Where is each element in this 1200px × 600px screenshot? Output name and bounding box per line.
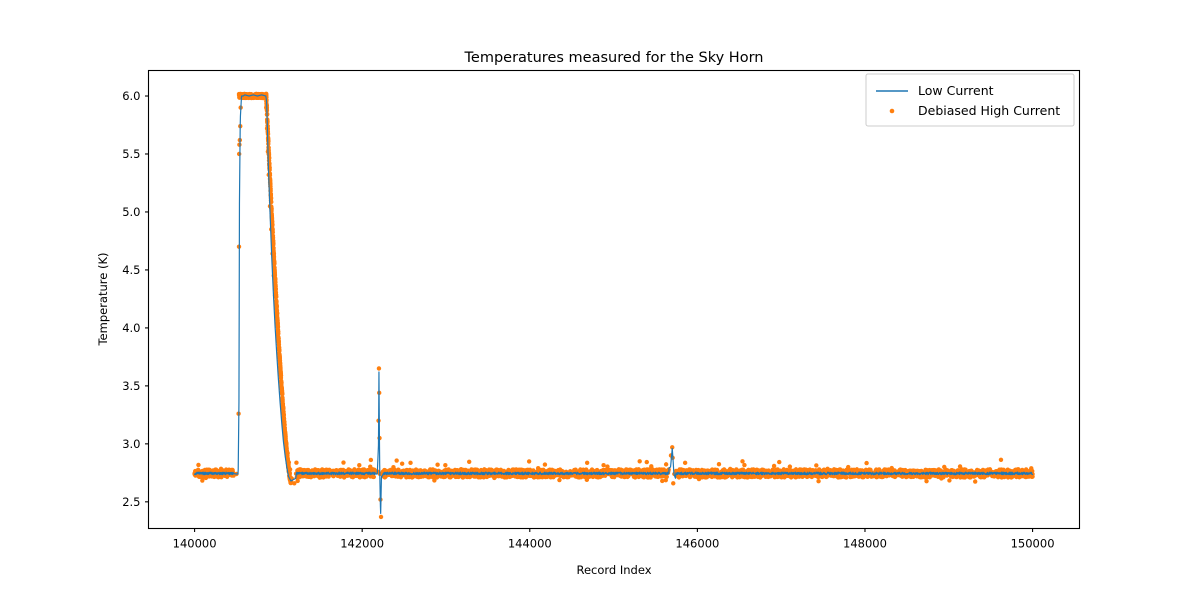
- data-point: [266, 139, 271, 144]
- data-point: [271, 254, 277, 260]
- data-point: [542, 462, 548, 467]
- data-point: [435, 462, 440, 467]
- data-point: [371, 474, 376, 480]
- data-point: [663, 462, 669, 467]
- y-tick-label: 3.5: [122, 379, 140, 393]
- data-point: [637, 459, 642, 464]
- data-point: [376, 366, 382, 371]
- legend-box: [865, 73, 1075, 127]
- data-point: [272, 260, 277, 266]
- data-point: [394, 458, 399, 463]
- data-point: [777, 459, 782, 465]
- data-point: [816, 479, 821, 484]
- y-axis-label: Temperature (K): [96, 252, 110, 346]
- data-point: [295, 478, 300, 484]
- data-point: [535, 466, 541, 471]
- data-point: [273, 294, 279, 300]
- data-point: [378, 514, 384, 520]
- data-point: [814, 463, 819, 468]
- x-tick-label: 144000: [508, 537, 552, 551]
- data-point: [973, 479, 978, 484]
- legend-label-debiased-high-current: Debiased High Current: [918, 103, 1060, 118]
- data-point: [671, 481, 676, 486]
- data-point: [443, 462, 448, 468]
- data-point: [846, 464, 851, 470]
- x-tick-label: 146000: [675, 537, 719, 551]
- y-tick-label: 5.0: [122, 205, 140, 219]
- data-point: [644, 459, 649, 465]
- y-tick-label: 2.5: [122, 495, 140, 509]
- data-point: [274, 311, 280, 316]
- data-point: [357, 463, 362, 468]
- data-point: [636, 467, 641, 472]
- data-point: [864, 460, 869, 466]
- data-point: [196, 462, 201, 468]
- data-point: [844, 475, 849, 480]
- data-point: [352, 467, 357, 472]
- data-point: [341, 460, 346, 465]
- data-point: [947, 478, 952, 483]
- data-point: [682, 460, 688, 466]
- legend-swatch-debiased-high-current: [889, 108, 895, 114]
- y-tick-label: 4.0: [122, 321, 140, 335]
- y-axis-ticks: 2.5 3.0 3.5 4.0 4.5 5.0 5.5 6.0: [122, 89, 149, 509]
- data-point: [771, 463, 777, 469]
- data-point: [601, 463, 606, 468]
- data-point: [740, 459, 745, 464]
- data-point: [584, 460, 590, 465]
- data-point: [742, 462, 747, 468]
- data-point: [998, 457, 1004, 462]
- data-point: [408, 460, 413, 466]
- data-point: [212, 474, 217, 480]
- data-point: [236, 151, 242, 157]
- x-axis-ticks: 140000 142000 144000 146000 148000 150000: [173, 528, 1055, 551]
- legend-label-low-current: Low Current: [918, 83, 994, 98]
- data-point: [466, 459, 472, 465]
- data-point: [924, 478, 929, 484]
- data-point: [787, 464, 793, 469]
- x-tick-label: 148000: [843, 537, 887, 551]
- x-tick-label: 142000: [340, 537, 384, 551]
- chart-legend[interactable]: Low Current Debiased High Current: [865, 73, 1075, 127]
- y-tick-label: 3.0: [122, 437, 140, 451]
- data-point: [278, 373, 284, 378]
- data-point: [432, 478, 437, 483]
- data-point: [368, 457, 374, 463]
- data-point: [716, 462, 722, 467]
- data-point: [279, 380, 284, 385]
- data-layer: [192, 91, 1035, 520]
- y-tick-label: 4.5: [122, 263, 140, 277]
- data-point: [526, 459, 532, 464]
- y-tick-label: 5.5: [122, 147, 140, 161]
- data-point: [399, 461, 405, 466]
- data-point: [274, 304, 279, 309]
- chart-title: Temperatures measured for the Sky Horn: [464, 50, 764, 66]
- x-axis-label: Record Index: [576, 563, 651, 577]
- data-point: [294, 460, 299, 465]
- x-tick-label: 150000: [1011, 537, 1055, 551]
- x-tick-label: 140000: [173, 537, 217, 551]
- data-point: [557, 477, 562, 483]
- y-tick-label: 6.0: [122, 89, 140, 103]
